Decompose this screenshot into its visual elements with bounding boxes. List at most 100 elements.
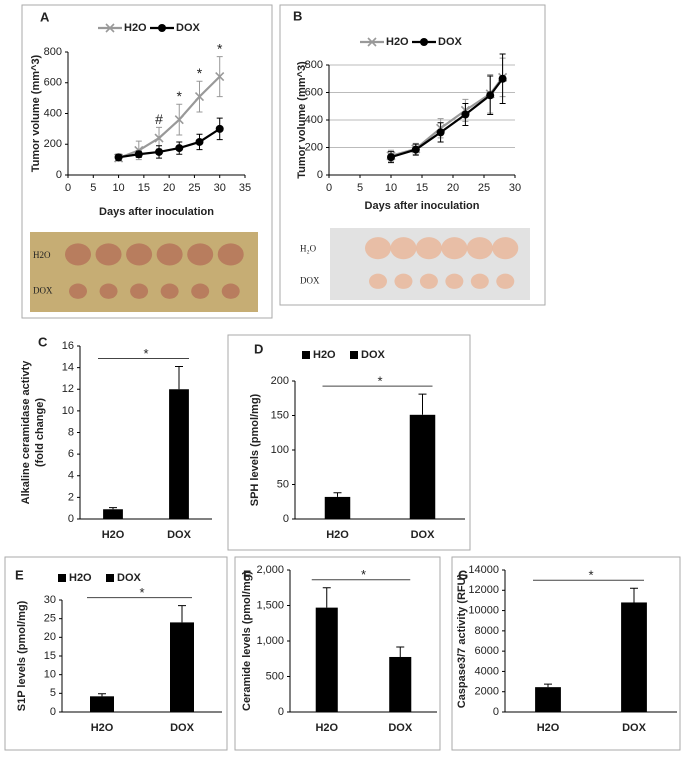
marker — [114, 153, 123, 162]
tumor — [496, 273, 515, 289]
bar — [103, 509, 123, 519]
tumor — [369, 273, 387, 289]
bar — [315, 607, 338, 712]
y-tick-label: 0 — [317, 169, 323, 181]
error-bar — [109, 507, 117, 510]
bar — [170, 622, 194, 712]
bar — [324, 496, 351, 519]
tumor — [419, 273, 438, 289]
y-tick-label: 1,000 — [256, 635, 284, 647]
panel-label: G — [458, 567, 468, 582]
y-axis-label: Caspase3/7 activity (RFU) — [456, 573, 468, 708]
y-tick-label: 2,000 — [256, 564, 284, 576]
panel-label: A — [40, 9, 50, 24]
x-tick-label: DOX — [622, 722, 647, 734]
marker — [134, 150, 143, 159]
legend-label: H2O — [69, 572, 92, 584]
x-tick-label: 20 — [163, 182, 175, 194]
x-tick-label: H2O — [326, 529, 349, 541]
annotation: * — [361, 567, 366, 582]
y-tick-label: 100 — [271, 444, 289, 456]
y-tick-label: 16 — [62, 340, 74, 352]
y-tick-label: 8000 — [475, 625, 499, 637]
y-axis-label: Ceramide levels (pmol/mg) — [241, 571, 253, 711]
annotation: * — [139, 585, 144, 600]
marker — [195, 137, 204, 146]
legend-swatch — [302, 351, 310, 359]
tumor — [191, 283, 210, 299]
x-tick-label: 10 — [112, 182, 124, 194]
panel-frame — [4, 556, 228, 751]
y-tick-label: 14000 — [468, 564, 499, 576]
marker — [175, 144, 184, 153]
series-line — [118, 75, 221, 160]
error-bar — [630, 587, 638, 603]
panel-frame — [451, 556, 681, 751]
annotation: * — [197, 65, 203, 81]
y-tick-label: 150 — [271, 409, 289, 421]
marker — [486, 91, 495, 100]
y-tick-label: 4 — [68, 470, 74, 482]
bar — [169, 389, 189, 519]
tumor — [365, 237, 391, 260]
y-axis-label: Alkaline ceramidase activty — [20, 360, 32, 505]
legend-marker — [105, 23, 115, 33]
error-bar — [418, 393, 427, 415]
x-tick-label: 15 — [138, 182, 150, 194]
y-tick-label: 400 — [44, 107, 62, 119]
legend-swatch — [58, 574, 66, 582]
y-tick-label: 1,500 — [256, 599, 284, 611]
annotation: * — [588, 568, 593, 583]
tumor — [217, 243, 244, 266]
bar — [389, 656, 412, 712]
y-tick-label: 200 — [305, 141, 323, 153]
x-tick-label: H2O — [102, 529, 125, 541]
marker — [411, 145, 420, 154]
y-tick-label: 6 — [68, 448, 74, 460]
annotation: * — [377, 374, 382, 389]
x-tick-label: DOX — [411, 529, 436, 541]
tumor — [187, 243, 214, 266]
legend-label: DOX — [117, 572, 142, 584]
y-tick-label: 200 — [271, 375, 289, 387]
tumor-photo — [30, 232, 258, 312]
y-tick-label: 2 — [68, 491, 74, 503]
tumor — [441, 237, 468, 260]
marker — [154, 133, 164, 143]
bar — [409, 414, 436, 519]
y-tick-label: 600 — [305, 86, 323, 98]
x-tick-label: DOX — [170, 722, 195, 734]
y-tick-label: 10 — [44, 669, 56, 681]
bar — [621, 602, 647, 712]
tumor — [221, 283, 240, 299]
marker — [215, 72, 225, 82]
x-tick-label: 25 — [478, 182, 490, 194]
y-tick-label: 0 — [283, 513, 289, 525]
tumor — [69, 283, 87, 299]
y-tick-label: 0 — [493, 706, 499, 718]
tumor — [130, 283, 149, 299]
y-axis-label: SPH levels (pmol/mg) — [249, 393, 261, 506]
x-axis-label: Days after inoculation — [365, 200, 480, 212]
x-tick-label: 0 — [65, 182, 71, 194]
annotation: * — [217, 40, 223, 56]
panel-label: C — [38, 334, 48, 349]
y-tick-label: 12 — [62, 383, 74, 395]
tumor — [394, 273, 413, 289]
legend-marker — [367, 37, 377, 47]
x-tick-label: DOX — [388, 722, 413, 734]
y-tick-label: 800 — [305, 59, 323, 71]
y-tick-label: 5 — [50, 687, 56, 699]
series-line — [390, 76, 504, 157]
y-tick-label: 12000 — [468, 584, 499, 596]
tumor — [126, 243, 153, 266]
y-tick-label: 6000 — [475, 645, 499, 657]
x-tick-label: H2O — [91, 722, 114, 734]
x-tick-label: 0 — [326, 182, 332, 194]
marker — [194, 92, 205, 102]
y-tick-label: 8 — [68, 426, 74, 438]
error-bar — [396, 646, 405, 657]
y-tick-label: 400 — [305, 114, 323, 126]
y-tick-label: 25 — [44, 613, 56, 625]
panel-frame — [279, 4, 546, 306]
